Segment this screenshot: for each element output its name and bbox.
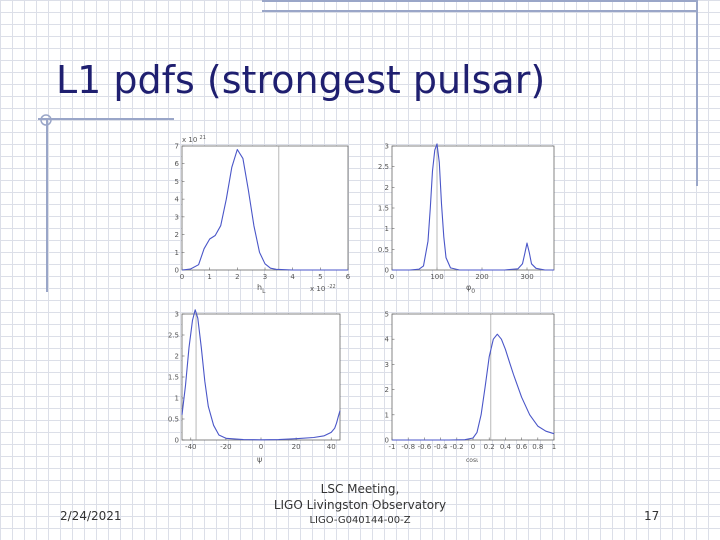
y-tick-label: 1 [175, 249, 179, 257]
y-tick-label: 3 [175, 213, 179, 221]
x-tick-label: 2 [235, 273, 239, 281]
y-tick-label: 2 [175, 353, 179, 361]
y-tick-label: 3 [385, 143, 389, 151]
x-axis-label: φ0 [466, 283, 475, 295]
x-tick-label: -0.6 [418, 443, 432, 451]
x-tick-label: -20 [220, 443, 231, 451]
plot-hl-pdf: x 10 21 hL x 10 -22 0 1 2 3 4 5 6 0 1 2 3 4 5 6 7 [175, 135, 351, 295]
plot-cosiota-pdf: cosι -1 -0.8 -0.6 -0.4 -0.2 0 0.2 0.4 0.6 0.8 1 0 1 2… [385, 311, 557, 465]
y-multiplier: x 10 21 [182, 135, 206, 144]
y-tick-label: 0.5 [168, 416, 179, 424]
decor-circle [40, 114, 52, 126]
x-tick-label: -0.8 [401, 443, 415, 451]
x-tick-label: 1 [552, 443, 556, 451]
y-tick-label: 0 [175, 267, 179, 275]
footer-date: 2/24/2021 [60, 509, 122, 523]
plot-frame [391, 145, 555, 271]
x-tick-label: -1 [389, 443, 396, 451]
decor-title-underline [38, 118, 174, 120]
x-multiplier: x 10 -22 [310, 284, 336, 293]
footer-meeting: LSC Meeting, [320, 482, 400, 496]
plot-frame [181, 313, 341, 441]
x-tick-label: 0 [471, 443, 475, 451]
y-tick-label: 2 [175, 231, 179, 239]
plot-psi-pdf: ψ -40 -20 0 20 40 0 0.5 1 1.5 2 2.5 3 [168, 309, 341, 464]
x-tick-label: 0.4 [500, 443, 512, 451]
x-tick-label: 6 [346, 273, 351, 281]
y-tick-label: 1 [175, 395, 179, 403]
y-tick-label: 2 [385, 184, 389, 192]
x-tick-label: 1 [207, 273, 211, 281]
decor-top-bar-2 [262, 10, 698, 12]
x-axis-label: ψ [257, 455, 262, 464]
y-tick-label: 2.5 [378, 163, 389, 171]
y-tick-label: 7 [175, 143, 179, 151]
plot-frame [391, 313, 555, 441]
plot-phi0-pdf: φ0 0 100 200 300 0 0.5 1 1.5 2 2.5 3 [378, 143, 555, 295]
y-tick-label: 4 [385, 336, 390, 344]
footer-doc-id: LIGO-G040144-00-Z [309, 515, 411, 526]
plot-frame [181, 145, 349, 271]
y-tick-label: 3 [175, 311, 179, 319]
footer-center: LSC Meeting, LIGO Livingston Observatory… [250, 481, 470, 529]
y-tick-label: 0 [385, 437, 389, 445]
x-tick-label: -0.4 [434, 443, 448, 451]
x-tick-label: 200 [475, 273, 488, 281]
y-tick-label: 0 [175, 437, 179, 445]
decor-right-bar [696, 0, 698, 186]
y-tick-label: 4 [175, 196, 180, 204]
y-tick-label: 1 [385, 225, 389, 233]
y-tick-label: 5 [385, 311, 389, 319]
x-tick-label: 3 [263, 273, 267, 281]
pdf-curve [181, 309, 341, 441]
x-tick-label: 20 [292, 443, 301, 451]
x-tick-label: 40 [327, 443, 336, 451]
y-tick-label: 2 [385, 386, 389, 394]
pdf-curve [392, 143, 554, 271]
x-tick-label: 100 [430, 273, 443, 281]
x-tick-label: 0.6 [516, 443, 528, 451]
y-tick-label: 6 [175, 160, 180, 168]
pdf-curve [181, 148, 348, 271]
y-tick-label: 0 [385, 267, 389, 275]
x-axis-label: cosι [466, 457, 478, 464]
x-tick-label: 0 [259, 443, 263, 451]
x-tick-label: 300 [520, 273, 533, 281]
slide-title: L1 pdfs (strongest pulsar) [56, 58, 546, 102]
x-axis-label: hL [257, 283, 266, 295]
x-tick-label: 0.8 [532, 443, 543, 451]
x-tick-label: 0.2 [484, 443, 495, 451]
y-tick-label: 1.5 [168, 374, 179, 382]
y-tick-label: 0.5 [378, 246, 389, 254]
pdf-curve [392, 333, 555, 441]
x-tick-label: 0 [180, 273, 184, 281]
footer-page-number: 17 [644, 509, 660, 523]
decor-top-bar-1 [262, 0, 698, 2]
decor-left-bar [46, 118, 48, 292]
x-tick-label: 0 [390, 273, 394, 281]
x-tick-label: -0.2 [450, 443, 464, 451]
y-tick-label: 2.5 [168, 332, 179, 340]
x-tick-label: 4 [290, 273, 295, 281]
y-tick-label: 5 [175, 178, 179, 186]
y-tick-label: 1.5 [378, 205, 389, 213]
y-tick-label: 1 [385, 411, 389, 419]
footer-observatory: LIGO Livingston Observatory [273, 498, 447, 512]
x-tick-label: 5 [318, 273, 322, 281]
x-tick-label: -40 [185, 443, 196, 451]
y-tick-label: 3 [385, 361, 389, 369]
